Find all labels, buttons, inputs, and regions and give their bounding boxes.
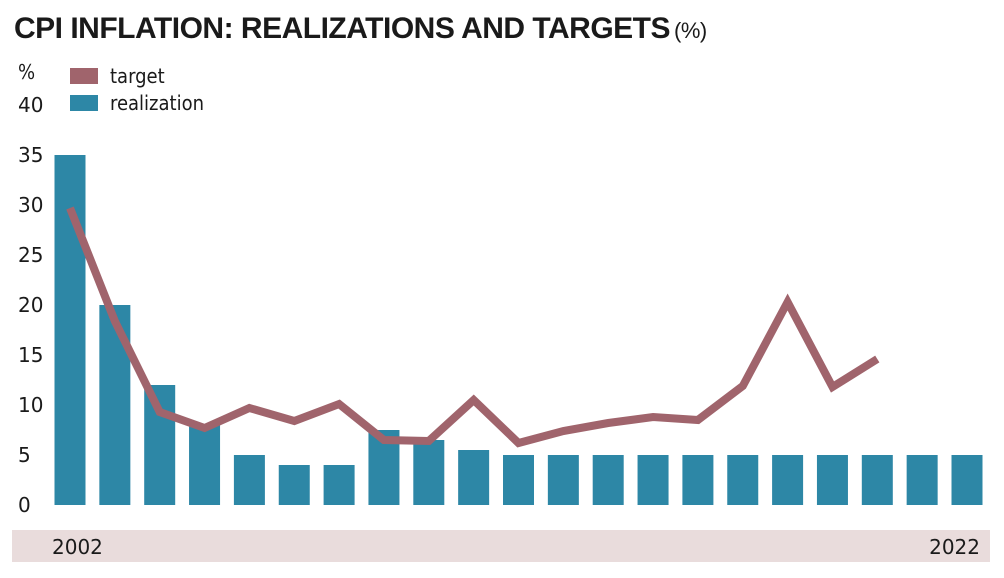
legend-swatch-realization	[70, 94, 98, 111]
bar-realization-2008	[323, 465, 355, 505]
bar-realization-2010	[413, 440, 445, 505]
x-label-start: 2002	[52, 535, 103, 559]
bar-realization-2014	[592, 455, 624, 505]
legend-item-target: target	[70, 62, 204, 89]
bar-realization-2011	[458, 450, 490, 505]
y-tick-label: 35	[18, 143, 43, 167]
bar-realization-2005	[189, 425, 221, 505]
bar-realization-2013	[547, 455, 579, 505]
y-tick-label: 5	[18, 443, 31, 467]
bar-realization-2012	[503, 455, 534, 505]
legend-label-realization: realization	[110, 90, 204, 115]
bar-realization-2018	[772, 455, 804, 505]
y-tick-label: 10	[18, 393, 43, 417]
bar-realization-2002	[54, 155, 86, 505]
line-target	[66, 206, 880, 448]
legend-item-realization: realization	[70, 89, 204, 116]
chart-title-text: CPI INFLATION: REALIZATIONS AND TARGETS	[14, 12, 671, 45]
bar-realization-2022	[951, 455, 983, 505]
bar-realization-2006	[233, 455, 265, 505]
bar-realization-2020	[861, 455, 893, 505]
y-axis-label: %	[18, 60, 36, 84]
legend-label-target: target	[110, 63, 165, 88]
y-tick-label: 25	[18, 243, 43, 267]
bar-realization-2017	[727, 455, 759, 505]
y-tick-label: 30	[18, 193, 43, 217]
bar-realization-2019	[816, 455, 848, 505]
y-tick-label: 0	[18, 493, 31, 517]
bar-realization-2016	[682, 455, 714, 505]
bar-realization-2021	[906, 455, 938, 505]
y-tick-label: 15	[18, 343, 43, 367]
legend-swatch-target	[70, 67, 98, 84]
x-label-end: 2022	[929, 535, 980, 559]
bar-realization-2015	[637, 455, 669, 505]
y-tick-label: 40	[18, 93, 43, 117]
chart-title-unit: (%)	[674, 18, 707, 43]
y-tick-label: 20	[18, 293, 43, 317]
bar-realization-2007	[278, 465, 310, 505]
legend: target realization	[70, 62, 204, 116]
x-axis-band	[12, 530, 990, 562]
chart-title: CPI INFLATION: REALIZATIONS AND TARGETS(…	[14, 12, 707, 46]
